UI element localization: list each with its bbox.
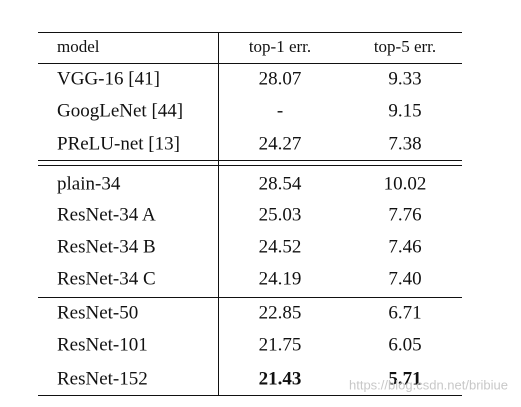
table-cell: 24.19 (259, 268, 302, 289)
table-cell: ResNet-152 (57, 368, 148, 389)
table-cell: 9.15 (388, 100, 421, 121)
table-cell: 9.33 (388, 68, 421, 89)
table-cell: 24.27 (259, 133, 302, 154)
table-cell: 25.03 (259, 204, 302, 225)
table-cell: 28.54 (259, 173, 302, 194)
table-cell: ResNet-50 (57, 302, 138, 323)
header-cell: top-1 err. (249, 37, 311, 56)
table-cell: ResNet-34 A (57, 204, 156, 225)
table-cell: ResNet-34 C (57, 268, 156, 289)
table-cell: 7.40 (388, 268, 421, 289)
table-cell: 21.43 (259, 368, 302, 389)
table-cell: PReLU-net [13] (57, 133, 180, 154)
table-cell: 6.71 (388, 302, 421, 323)
table-cell: ResNet-101 (57, 334, 148, 355)
table-cell: 7.46 (388, 236, 421, 257)
table-cell: 10.02 (384, 173, 427, 194)
table-cell: 24.52 (259, 236, 302, 257)
table-cell: plain-34 (57, 173, 121, 194)
watermark: https://blog.csdn.net/bribiue (349, 377, 508, 392)
table-cell: ResNet-34 B (57, 236, 156, 257)
table-cell: 28.07 (259, 68, 302, 89)
header-cell: top-5 err. (374, 37, 436, 56)
header-cell: model (57, 37, 100, 56)
table-cell: 6.05 (388, 334, 421, 355)
table-cell: 21.75 (259, 334, 302, 355)
table-cell: VGG-16 [41] (57, 68, 160, 89)
table-cell: - (277, 100, 283, 121)
table-cell: 7.38 (388, 133, 421, 154)
table-cell: 7.76 (388, 204, 421, 225)
table-cell: 22.85 (259, 302, 302, 323)
table-cell: 5.71 (388, 368, 421, 389)
table-cell: GoogLeNet [44] (57, 100, 183, 121)
